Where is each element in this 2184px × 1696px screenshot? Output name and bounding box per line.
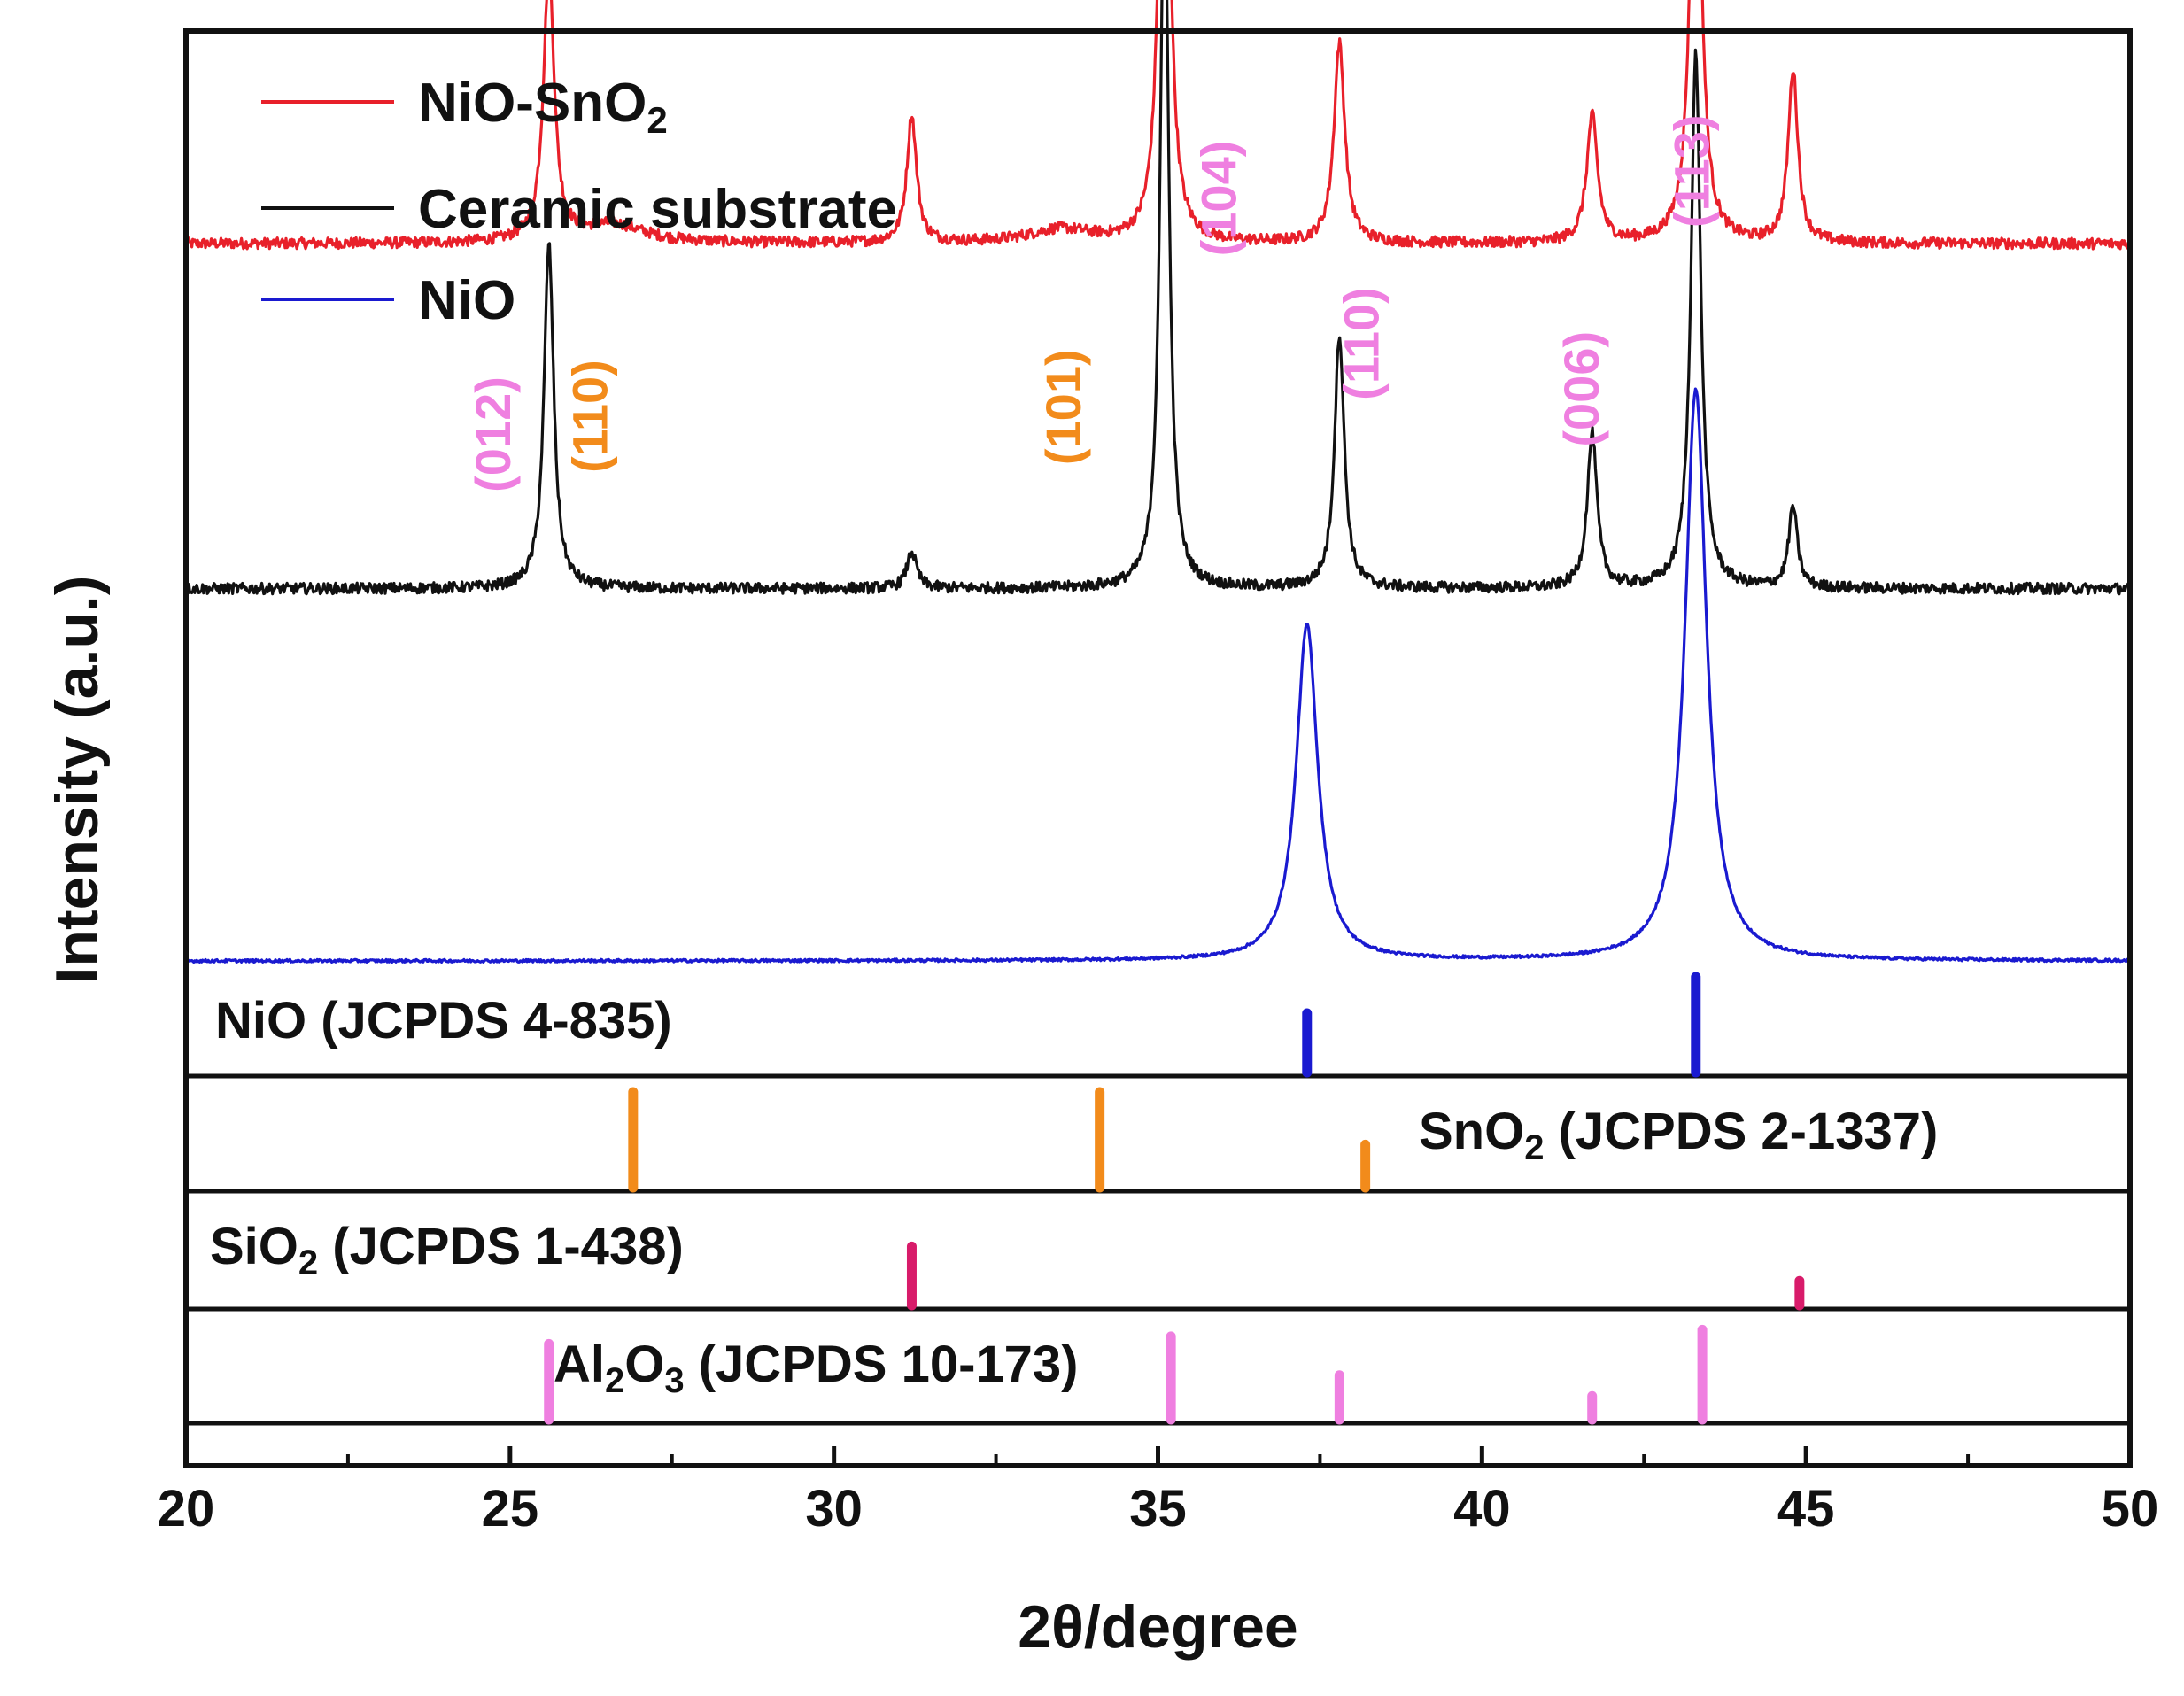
miller-index-label-3: (101) xyxy=(1035,349,1091,465)
reference-label-2: SnO2 (JCPDS 2-1337) xyxy=(1419,1103,1938,1167)
miller-index-label-7: (113) xyxy=(1664,114,1720,228)
series-line-3 xyxy=(184,387,2132,964)
series-line-2 xyxy=(185,0,2132,596)
legend-label-1: NiO-SnO2 xyxy=(418,73,668,141)
x-tick-label-3: 30 xyxy=(805,1480,863,1537)
x-tick-label-2: 25 xyxy=(482,1480,539,1537)
series-line-1 xyxy=(184,0,2132,251)
x-tick-label-7: 50 xyxy=(2102,1480,2159,1537)
legend-label-2: Ceramic substrate xyxy=(418,179,897,240)
x-axis-title: 2θ/degree xyxy=(1018,1593,1297,1661)
miller-index-label-6: (006) xyxy=(1553,331,1609,447)
y-axis-title: Intensity (a.u.) xyxy=(43,576,111,984)
reference-label-4: Al2O3 (JCPDS 10-173) xyxy=(554,1336,1078,1400)
reference-label-3: SiO2 (JCPDS 1-438) xyxy=(210,1218,684,1282)
miller-index-label-5: (110) xyxy=(1333,287,1389,400)
legend-label-3: NiO xyxy=(418,270,515,331)
miller-index-label-1: (012) xyxy=(465,376,521,492)
x-tick-label-4: 35 xyxy=(1129,1480,1187,1537)
x-tick-label-1: 20 xyxy=(158,1480,215,1537)
x-tick-label-6: 45 xyxy=(1777,1480,1835,1537)
miller-index-label-2: (110) xyxy=(562,360,618,473)
miller-index-label-4: (104) xyxy=(1190,141,1246,257)
x-tick-label-5: 40 xyxy=(1453,1480,1511,1537)
reference-label-1: NiO (JCPDS 4-835) xyxy=(215,992,672,1049)
